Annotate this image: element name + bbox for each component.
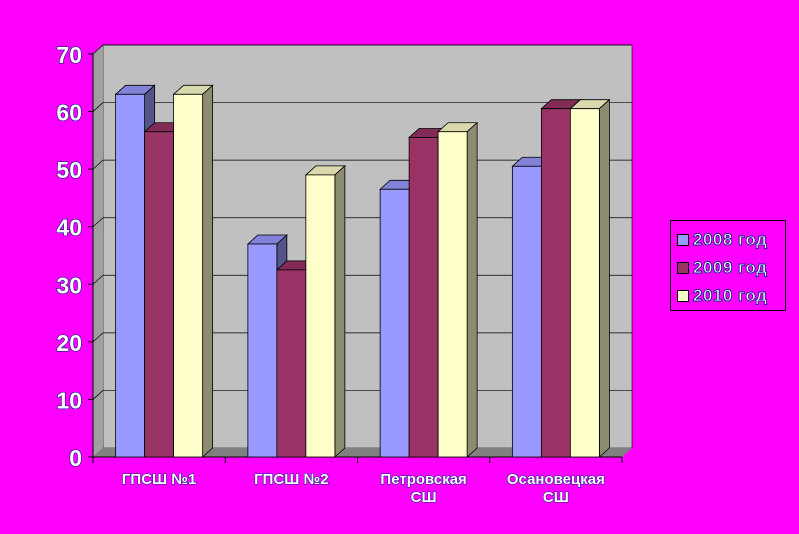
x-tick-label: ГПСШ №2 <box>254 471 328 488</box>
bar <box>304 165 346 458</box>
gridline-side <box>92 44 104 55</box>
legend: 2008 год 2009 год 2010 год <box>670 220 786 311</box>
gridline-side <box>92 217 104 227</box>
legend-label-2009: 2009 год <box>693 258 768 278</box>
y-tick-label: 30 <box>56 272 82 298</box>
bar-front <box>173 93 204 458</box>
x-tick-label: ГПСШ №1 <box>122 471 196 488</box>
bar-front <box>115 93 146 458</box>
y-tick-label: 70 <box>56 42 82 68</box>
x-tick-label-line: ГПСШ №2 <box>254 471 328 488</box>
gridline-side <box>92 390 104 400</box>
x-tick-label-line: СШ <box>543 489 569 506</box>
bars <box>114 84 611 458</box>
side-wall <box>93 45 103 457</box>
y-tick-label: 40 <box>56 215 82 241</box>
gridline-side <box>92 102 104 112</box>
bar-side <box>598 98 610 458</box>
gridline-side <box>92 275 104 285</box>
bar-front <box>247 243 278 458</box>
x-tick-label: Петровская СШ <box>380 471 466 506</box>
bar-front <box>305 174 336 458</box>
y-tick-label: 50 <box>56 157 82 183</box>
legend-label-2010: 2010 год <box>693 286 768 306</box>
bar-front <box>408 137 439 458</box>
bar <box>437 121 479 458</box>
y-tick-label: 60 <box>56 100 82 126</box>
bar-front <box>569 108 600 458</box>
bar-side <box>466 121 478 458</box>
y-tick-labels: 0 10 20 30 40 50 60 70 <box>56 41 83 471</box>
y-tick-label: 0 <box>69 445 82 471</box>
y-tick-label: 10 <box>56 387 82 413</box>
gridline-side <box>92 159 104 170</box>
bar-front <box>379 188 410 458</box>
legend-item-2008: 2008 год <box>677 229 767 251</box>
bar <box>569 98 611 458</box>
gridline-side <box>92 332 104 343</box>
legend-swatch-2010 <box>677 290 689 302</box>
bar-front <box>437 131 468 458</box>
bar-side <box>202 84 214 458</box>
bar-side <box>334 165 346 458</box>
x-tick-label-line: ГПСШ №1 <box>122 471 196 488</box>
bar-front <box>276 269 307 458</box>
legend-item-2010: 2010 год <box>677 285 767 307</box>
legend-swatch-2009 <box>677 262 689 274</box>
x-tick-label-line: Осановецкая <box>507 471 605 488</box>
legend-label-2008: 2008 год <box>693 230 768 250</box>
y-tick-label: 20 <box>56 330 82 356</box>
x-tick-label-line: СШ <box>411 489 437 506</box>
bar-front <box>511 165 542 458</box>
x-tick-label: Осановецкая СШ <box>507 471 605 506</box>
legend-item-2009: 2009 год <box>677 257 767 279</box>
legend-swatch-2008 <box>677 234 689 246</box>
bar-front <box>540 108 571 458</box>
bar <box>172 84 214 458</box>
x-tick-label-line: Петровская <box>380 471 466 488</box>
floor <box>93 448 632 457</box>
bar-front <box>144 131 175 458</box>
